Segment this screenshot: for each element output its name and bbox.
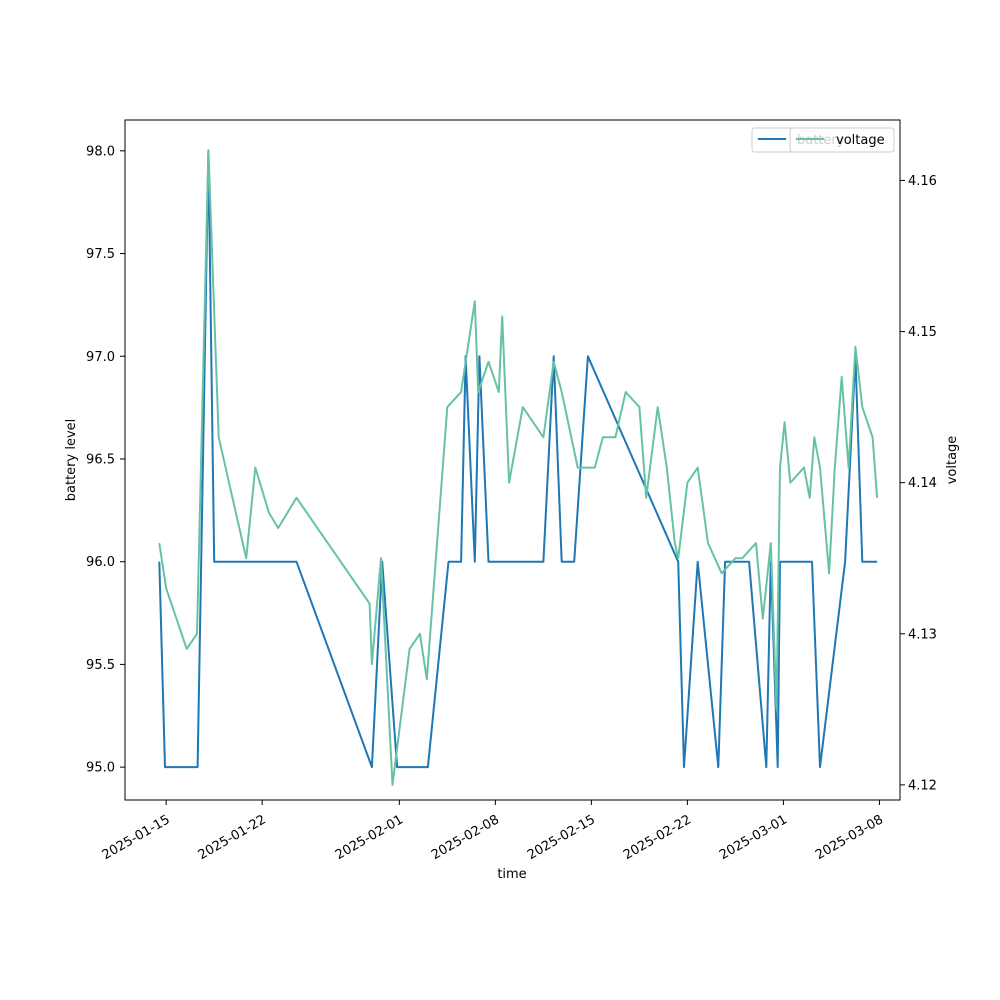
y-right-tick-label: 4.13 xyxy=(908,627,937,642)
y-tick-label: 96.5 xyxy=(86,452,115,467)
series-line-voltage xyxy=(158,149,879,786)
series-line-battery xyxy=(158,149,878,769)
y-tick-label: 95.5 xyxy=(86,658,115,673)
y-axis-left: 95.0 95.5 96.0 96.5 97.0 97.5 98.0 xyxy=(86,144,125,776)
y-axis-right-title: voltage xyxy=(945,436,960,485)
y-tick-label: 96.0 xyxy=(86,555,115,570)
y-right-tick-label: 4.12 xyxy=(908,778,937,793)
y-tick-label: 97.5 xyxy=(86,247,115,262)
x-axis-title: time xyxy=(497,867,526,882)
plot-frame xyxy=(124,119,901,801)
y-axis-right: 4.12 4.13 4.14 4.15 4.16 xyxy=(900,174,937,793)
y-right-tick-label: 4.14 xyxy=(908,476,937,491)
series-layer xyxy=(158,149,879,786)
y-right-tick-label: 4.15 xyxy=(908,325,937,340)
y-tick-label: 98.0 xyxy=(86,144,115,159)
y-tick-label: 95.0 xyxy=(86,761,115,776)
y-tick-label: 97.0 xyxy=(86,350,115,365)
legend-voltage-label: voltage xyxy=(836,133,885,148)
legend-voltage: voltage xyxy=(789,127,895,153)
y-right-tick-label: 4.16 xyxy=(908,174,937,189)
y-axis-title: battery level xyxy=(64,419,79,502)
